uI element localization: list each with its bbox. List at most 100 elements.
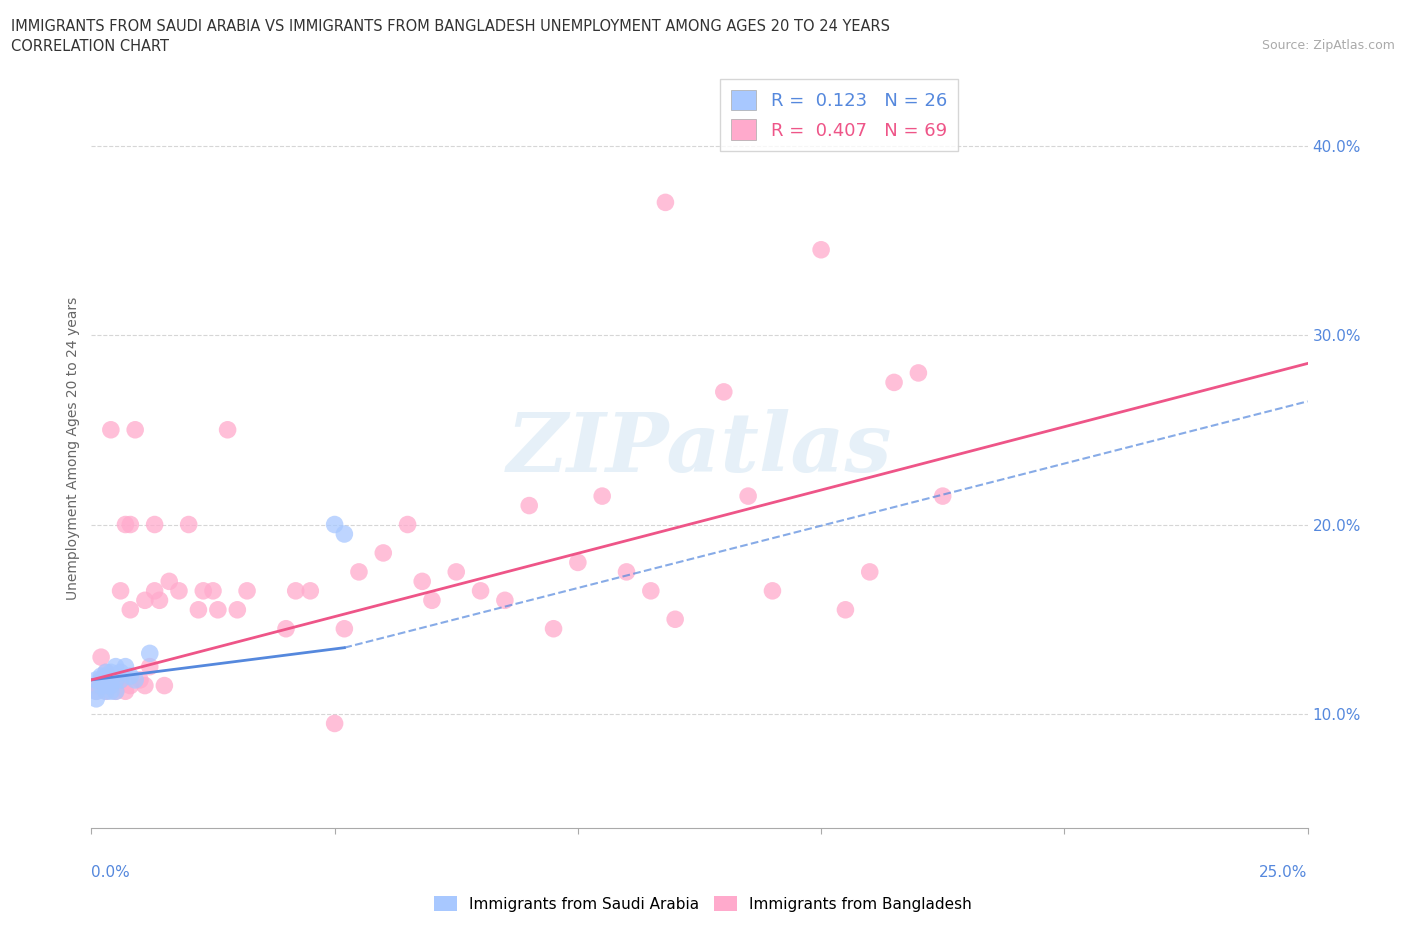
Point <box>299 583 322 598</box>
Text: IMMIGRANTS FROM SAUDI ARABIA VS IMMIGRANTS FROM BANGLADESH UNEMPLOYMENT AMONG AG: IMMIGRANTS FROM SAUDI ARABIA VS IMMIGRAN… <box>11 19 890 33</box>
Point <box>94 672 117 687</box>
Point <box>100 672 122 687</box>
Point <box>94 684 117 698</box>
Point <box>104 672 127 687</box>
Text: CORRELATION CHART: CORRELATION CHART <box>11 39 169 54</box>
Point <box>124 672 146 687</box>
Point <box>148 593 170 608</box>
Point <box>94 684 117 698</box>
Point <box>110 672 132 687</box>
Text: 25.0%: 25.0% <box>1260 865 1308 880</box>
Point <box>444 565 467 579</box>
Point <box>90 678 112 693</box>
Text: Source: ZipAtlas.com: Source: ZipAtlas.com <box>1261 39 1395 52</box>
Point <box>177 517 200 532</box>
Point <box>114 517 136 532</box>
Point <box>139 646 162 661</box>
Point <box>110 583 132 598</box>
Y-axis label: Unemployment Among Ages 20 to 24 years: Unemployment Among Ages 20 to 24 years <box>66 297 80 601</box>
Legend: R =  0.123   N = 26, R =  0.407   N = 69: R = 0.123 N = 26, R = 0.407 N = 69 <box>720 79 957 152</box>
Point <box>193 583 215 598</box>
Point <box>120 669 142 684</box>
Point <box>333 526 356 541</box>
Point <box>713 384 735 399</box>
Point <box>591 488 613 503</box>
Point <box>114 684 136 698</box>
Point <box>834 603 856 618</box>
Point <box>810 243 832 258</box>
Point <box>153 678 176 693</box>
Point <box>100 678 122 693</box>
Point <box>94 678 117 693</box>
Point <box>567 555 589 570</box>
Point <box>494 593 516 608</box>
Point <box>284 583 307 598</box>
Point <box>90 650 112 665</box>
Point <box>120 517 142 532</box>
Point <box>100 672 122 687</box>
Point <box>94 665 117 680</box>
Point <box>143 517 166 532</box>
Point <box>616 565 638 579</box>
Point <box>859 565 882 579</box>
Point <box>100 422 122 437</box>
Text: 0.0%: 0.0% <box>91 865 131 880</box>
Point <box>134 678 156 693</box>
Point <box>94 678 117 693</box>
Point <box>654 195 676 210</box>
Point <box>120 603 142 618</box>
Point <box>737 488 759 503</box>
Point <box>347 565 370 579</box>
Legend: Immigrants from Saudi Arabia, Immigrants from Bangladesh: Immigrants from Saudi Arabia, Immigrants… <box>427 889 979 918</box>
Point <box>124 422 146 437</box>
Point <box>543 621 565 636</box>
Point <box>84 672 107 687</box>
Point <box>274 621 297 636</box>
Point <box>207 603 229 618</box>
Point <box>883 375 905 390</box>
Point <box>139 659 162 674</box>
Point <box>90 672 112 687</box>
Point <box>94 669 117 684</box>
Point <box>396 517 419 532</box>
Point <box>129 672 152 687</box>
Point <box>110 665 132 680</box>
Point <box>411 574 433 589</box>
Point <box>134 593 156 608</box>
Point <box>373 546 395 561</box>
Point <box>202 583 225 598</box>
Point <box>100 665 122 680</box>
Point <box>323 716 346 731</box>
Point <box>640 583 662 598</box>
Point <box>420 593 443 608</box>
Point <box>931 488 953 503</box>
Point <box>104 684 127 698</box>
Point <box>323 517 346 532</box>
Point <box>104 684 127 698</box>
Point <box>100 678 122 693</box>
Point <box>84 678 107 693</box>
Point <box>470 583 492 598</box>
Point <box>104 659 127 674</box>
Text: ZIPatlas: ZIPatlas <box>506 408 893 489</box>
Point <box>907 365 929 380</box>
Point <box>226 603 249 618</box>
Point <box>120 678 142 693</box>
Point <box>114 659 136 674</box>
Point <box>236 583 259 598</box>
Point <box>110 672 132 687</box>
Point <box>104 672 127 687</box>
Point <box>94 665 117 680</box>
Point <box>84 684 107 698</box>
Point <box>333 621 356 636</box>
Point <box>90 672 112 687</box>
Point <box>664 612 686 627</box>
Point <box>84 691 107 706</box>
Point <box>94 672 117 687</box>
Point <box>167 583 190 598</box>
Point <box>84 684 107 698</box>
Point <box>157 574 180 589</box>
Point <box>187 603 209 618</box>
Point <box>217 422 239 437</box>
Point <box>100 684 122 698</box>
